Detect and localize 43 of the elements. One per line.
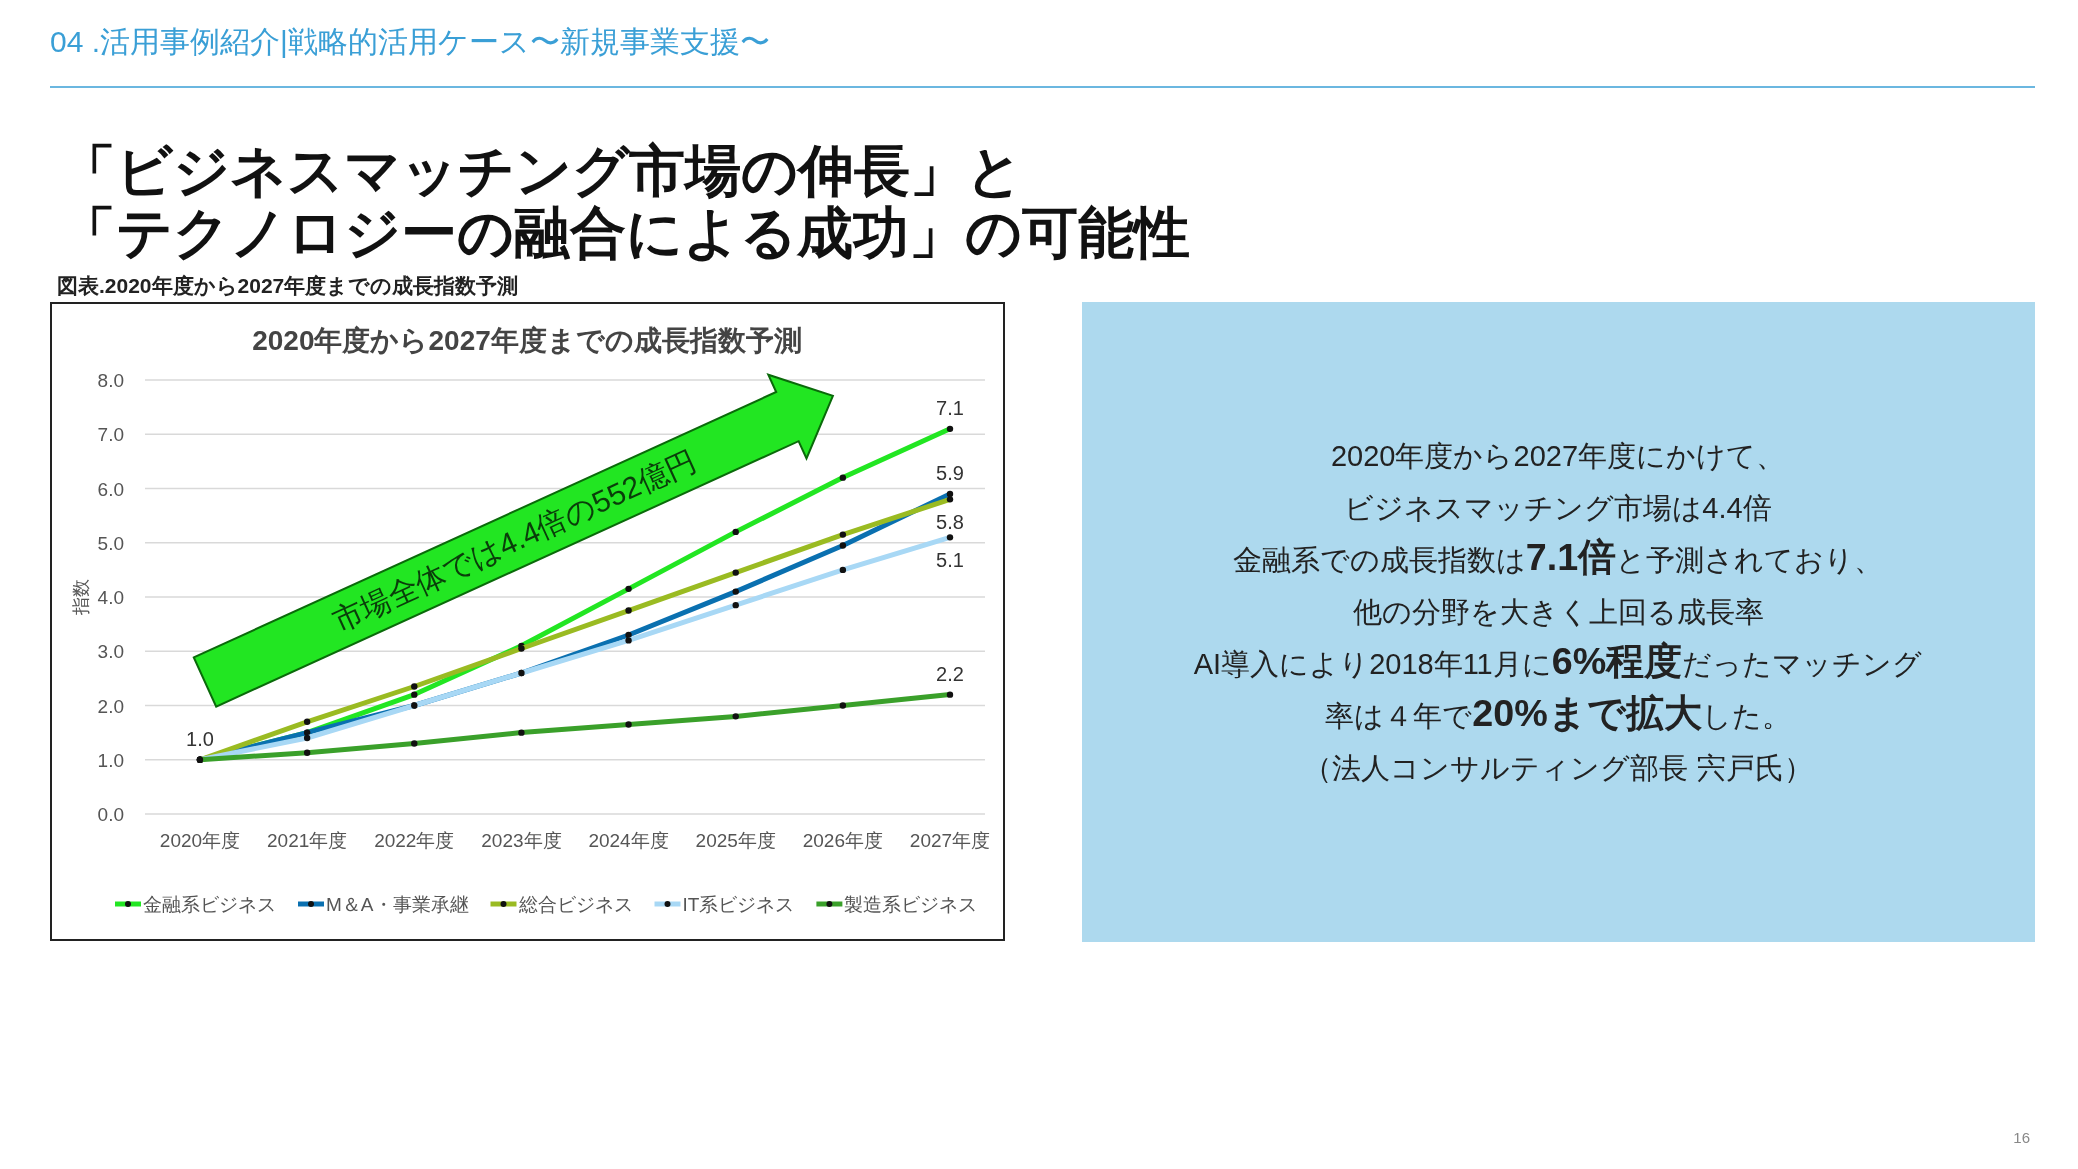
y-tick-label: 5.0 <box>97 532 124 554</box>
data-label: 7.1 <box>936 396 964 419</box>
legend-label: 総合ビジネス <box>517 894 633 915</box>
text: 2020年度から2027年度にかけて、 <box>1330 440 1786 472</box>
data-label: 5.9 <box>936 461 964 484</box>
data-label: 2.2 <box>936 662 964 685</box>
y-tick-label: 0.0 <box>97 804 124 825</box>
x-tick-label: 2025年度 <box>695 830 776 851</box>
text: 図表.2020年度から2027年度までの成長指数予測 <box>57 274 519 297</box>
annotation: 市場全体では4.4倍の552億円 <box>327 443 701 638</box>
y-tick-label: 4.0 <box>97 587 124 608</box>
text: 他の分野を大きく上回る成長率 <box>1352 596 1764 628</box>
data-label: 5.8 <box>936 511 964 534</box>
text: 「テクノロジーの融合による成功」の可能性 <box>60 201 1190 264</box>
text: 16 <box>2013 1129 2030 1146</box>
text: 金融系での成長指数は7.1倍と予測されており、 <box>1232 536 1884 578</box>
x-tick-label: 2022年度 <box>374 830 455 851</box>
text: （法人コンサルティング部長 宍戸氏） <box>1303 752 1813 784</box>
text: ビジネスマッチング市場は4.4倍 <box>1344 492 1772 524</box>
legend-label: 製造系ビジネス <box>844 894 978 915</box>
text: 04 .活用事例紹介|戦略的活用ケース〜新規事業支援〜 <box>50 25 770 58</box>
y-tick-label: 1.0 <box>97 749 124 771</box>
y-tick-label: 3.0 <box>97 641 124 663</box>
legend-label: 金融系ビジネス <box>143 894 276 915</box>
y-tick-label: 6.0 <box>97 478 124 500</box>
data-label: 1.0 <box>186 727 214 750</box>
chart-title: 2020年度から2027年度までの成長指数予測 <box>252 325 802 356</box>
y-tick-label: 7.0 <box>97 424 124 446</box>
x-tick-label: 2026年度 <box>802 830 883 851</box>
legend-label: M＆A・事業承継 <box>326 894 469 915</box>
text: 「ビジネスマッチング市場の伸長」と <box>60 139 1023 202</box>
x-tick-label: 2020年度 <box>159 830 241 851</box>
text: AI導入により2018年11月に6%程度だったマッチング <box>1193 640 1923 682</box>
x-tick-label: 2024年度 <box>588 830 669 851</box>
x-tick-label: 2021年度 <box>267 830 348 851</box>
x-tick-label: 2023年度 <box>481 830 562 851</box>
y-tick-label: 8.0 <box>97 370 124 391</box>
y-axis-title: 指数 <box>71 579 91 616</box>
legend-label: IT系ビジネス <box>682 894 795 915</box>
data-label: 5.1 <box>936 549 964 572</box>
y-tick-label: 2.0 <box>97 695 124 717</box>
x-tick-label: 2027年度 <box>909 830 991 851</box>
text: 率は４年で20%まで拡大した。 <box>1325 692 1791 734</box>
